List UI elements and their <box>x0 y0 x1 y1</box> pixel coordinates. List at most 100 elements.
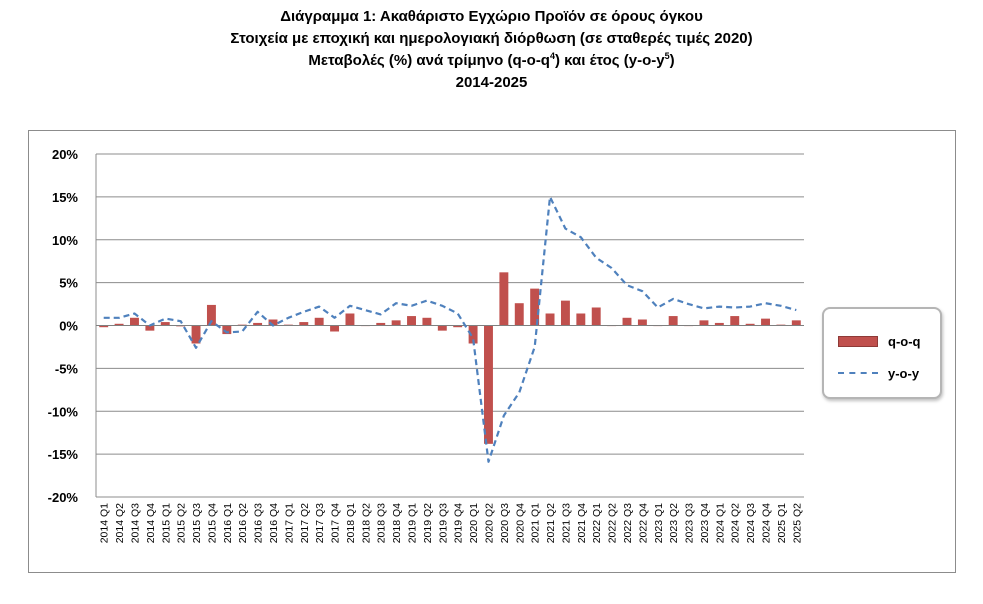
chart-subtitle-2: Μεταβολές (%) ανά τρίμηνο (q-o-q4) και έ… <box>0 50 983 72</box>
y-tick-label: -20% <box>48 490 79 505</box>
x-tick-label: 2023 Q2 <box>668 503 680 543</box>
x-tick-label: 2015 Q1 <box>160 503 172 543</box>
legend-swatch-yoy <box>838 372 878 374</box>
x-tick-label: 2025 Q2 <box>791 503 803 543</box>
chart-frame <box>28 130 956 573</box>
bar-qoq <box>422 317 432 326</box>
x-tick-label: 2015 Q3 <box>191 503 203 543</box>
bar-qoq <box>99 325 109 328</box>
x-tick-label: 2023 Q4 <box>699 503 711 543</box>
bar-qoq <box>468 325 478 344</box>
x-tick-label: 2016 Q1 <box>222 503 234 543</box>
chart-period: 2014-2025 <box>455 74 528 91</box>
bar-qoq <box>345 313 355 326</box>
x-tick-label: 2017 Q2 <box>299 503 311 543</box>
footnote-5: 5 <box>664 51 670 61</box>
y-tick-label: 15% <box>52 190 78 205</box>
x-tick-label: 2015 Q2 <box>176 503 188 543</box>
x-tick-label: 2017 Q1 <box>283 503 295 543</box>
x-tick-label: 2019 Q3 <box>437 503 449 543</box>
x-tick-label: 2021 Q4 <box>576 503 588 543</box>
x-tick-label: 2021 Q3 <box>560 503 572 543</box>
x-tick-label: 2014 Q1 <box>99 503 111 543</box>
bar-qoq <box>145 325 155 331</box>
bar-qoq <box>114 323 124 326</box>
chart-subtitle-2c: ) <box>669 52 675 69</box>
bar-qoq <box>376 322 386 326</box>
bar-qoq <box>591 307 601 326</box>
y-tick-label: -5% <box>55 361 79 376</box>
legend-label-yoy: y-o-y <box>888 365 920 381</box>
bar-qoq <box>130 317 139 326</box>
x-tick-label: 2018 Q4 <box>391 503 403 543</box>
x-tick-label: 2019 Q4 <box>453 503 465 543</box>
x-tick-label: 2017 Q3 <box>314 503 326 543</box>
x-tick-label: 2023 Q3 <box>684 503 696 543</box>
chart-title-block: Διάγραμμα 1: Ακαθάριστο Εγχώριο Προϊόν σ… <box>0 6 983 94</box>
bar-qoq <box>730 316 740 326</box>
bar-qoq <box>714 322 724 326</box>
bar-qoq <box>437 325 447 331</box>
x-tick-label: 2022 Q1 <box>591 503 603 543</box>
bar-qoq <box>206 304 216 326</box>
x-tick-label: 2015 Q4 <box>206 503 218 543</box>
bar-qoq <box>514 303 524 326</box>
x-tick-label: 2024 Q4 <box>761 503 773 543</box>
x-tick-label: 2020 Q4 <box>514 503 526 543</box>
chart-subtitle-1: Στοιχεία με εποχική και ημερολογιακή διό… <box>230 30 753 47</box>
x-tick-label: 2020 Q1 <box>468 503 480 543</box>
x-tick-label: 2021 Q2 <box>545 503 557 543</box>
bar-qoq <box>637 319 647 326</box>
bar-qoq <box>576 313 586 326</box>
bar-qoq <box>699 320 709 326</box>
legend-label-qoq: q-o-q <box>888 333 921 349</box>
y-tick-label: -10% <box>48 404 79 419</box>
bar-qoq <box>314 317 324 326</box>
x-tick-label: 2020 Q2 <box>483 503 495 543</box>
y-tick-label: 0% <box>59 319 78 334</box>
x-tick-label: 2014 Q3 <box>129 503 141 543</box>
legend: q-o-q y-o-y <box>822 307 942 399</box>
x-tick-label: 2019 Q2 <box>422 503 434 543</box>
x-tick-label: 2021 Q1 <box>530 503 542 543</box>
bar-qoq <box>791 320 801 326</box>
chart-title: Διάγραμμα 1: Ακαθάριστο Εγχώριο Προϊόν σ… <box>280 8 703 25</box>
bar-qoq <box>299 322 309 326</box>
x-tick-label: 2024 Q1 <box>714 503 726 543</box>
x-tick-label: 2025 Q1 <box>776 503 788 543</box>
bar-qoq <box>330 325 340 332</box>
x-tick-label: 2020 Q3 <box>499 503 511 543</box>
x-tick-label: 2022 Q4 <box>637 503 649 543</box>
bar-qoq <box>222 325 232 335</box>
x-tick-label: 2024 Q3 <box>745 503 757 543</box>
x-tick-label: 2017 Q4 <box>330 503 342 543</box>
y-tick-label: 5% <box>59 276 78 291</box>
x-tick-label: 2018 Q3 <box>376 503 388 543</box>
bar-qoq <box>191 325 201 344</box>
y-tick-label: 20% <box>52 147 78 162</box>
x-tick-label: 2024 Q2 <box>730 503 742 543</box>
bar-qoq <box>622 317 632 326</box>
bar-qoq <box>407 316 416 326</box>
chart-subtitle-2a: Μεταβολές (%) ανά τρίμηνο (q-o-q <box>308 52 550 69</box>
bar-qoq <box>484 325 493 444</box>
legend-item-yoy: y-o-y <box>838 363 919 383</box>
bar-qoq <box>391 320 401 326</box>
x-tick-label: 2014 Q2 <box>114 503 126 543</box>
legend-item-qoq: q-o-q <box>838 331 920 351</box>
x-tick-label: 2016 Q2 <box>237 503 249 543</box>
x-tick-label: 2014 Q4 <box>145 503 157 543</box>
bar-qoq <box>761 318 770 326</box>
bar-qoq <box>745 323 755 326</box>
x-tick-label: 2016 Q3 <box>253 503 265 543</box>
bar-qoq <box>160 322 170 326</box>
y-tick-label: -15% <box>48 447 79 462</box>
bar-qoq <box>668 316 678 326</box>
chart-subtitle-2b: ) και έτος (y-o-y <box>555 52 665 69</box>
x-tick-label: 2022 Q2 <box>607 503 619 543</box>
x-tick-label: 2019 Q1 <box>407 503 419 543</box>
x-tick-label: 2023 Q1 <box>653 503 665 543</box>
bar-qoq <box>530 288 540 326</box>
bar-qoq <box>545 313 555 326</box>
